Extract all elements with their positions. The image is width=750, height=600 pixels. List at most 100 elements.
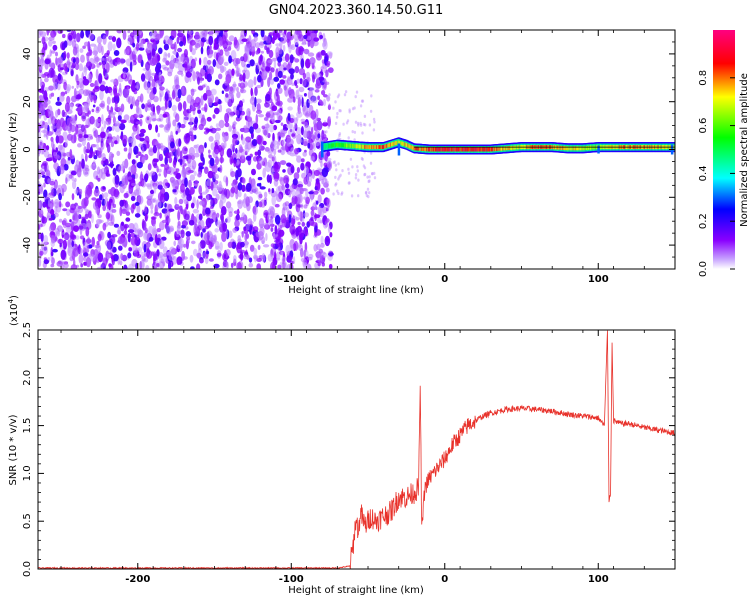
snr-multiplier: (x104) xyxy=(7,295,20,326)
noise-blob xyxy=(238,254,244,259)
noise-blob xyxy=(348,108,351,112)
noise-blob xyxy=(294,66,300,74)
noise-blob xyxy=(277,83,281,89)
noise-blob xyxy=(214,228,219,233)
noise-blob xyxy=(168,254,175,261)
noise-blob xyxy=(160,106,167,111)
noise-blob xyxy=(114,140,118,145)
noise-blob xyxy=(210,142,215,150)
noise-blob xyxy=(149,111,156,117)
noise-blob xyxy=(301,97,304,108)
noise-blob xyxy=(72,46,78,56)
noise-blob xyxy=(312,202,317,211)
noise-blob xyxy=(230,158,235,164)
noise-blob xyxy=(268,218,274,227)
noise-blob xyxy=(95,143,99,149)
noise-blob xyxy=(96,222,100,228)
noise-blob xyxy=(185,71,192,78)
noise-blob xyxy=(40,208,44,215)
noise-blob xyxy=(155,124,159,133)
noise-blob xyxy=(227,241,233,248)
noise-blob xyxy=(105,173,111,177)
noise-blob xyxy=(292,202,295,206)
noise-blob xyxy=(66,117,72,127)
noise-blob xyxy=(254,255,257,263)
noise-blob xyxy=(69,219,72,223)
noise-blob xyxy=(47,178,51,184)
noise-blob xyxy=(210,88,217,96)
noise-blob xyxy=(321,167,329,178)
noise-blob xyxy=(282,62,288,69)
noise-blob xyxy=(252,122,259,130)
noise-blob xyxy=(228,55,233,64)
snr-multiplier-base: (x10 xyxy=(9,303,20,326)
noise-blob xyxy=(187,169,194,174)
noise-blob xyxy=(139,128,146,134)
noise-blob xyxy=(242,254,249,260)
noise-blob xyxy=(54,212,59,218)
noise-blob xyxy=(88,244,93,249)
noise-blob xyxy=(71,30,74,36)
noise-blob xyxy=(259,186,266,190)
noise-blob xyxy=(298,138,303,143)
noise-blob xyxy=(228,125,232,132)
noise-blob xyxy=(233,210,240,214)
noise-blob xyxy=(296,126,302,135)
noise-blob xyxy=(221,206,227,216)
x-tick-label: 100 xyxy=(588,574,609,585)
noise-blob xyxy=(120,253,124,261)
noise-blob xyxy=(92,201,98,210)
noise-blob xyxy=(275,193,283,203)
noise-blob xyxy=(43,189,48,198)
noise-blob xyxy=(85,52,92,57)
noise-blob xyxy=(138,47,145,51)
noise-blob xyxy=(304,48,310,55)
noise-blob xyxy=(46,30,51,33)
noise-blob xyxy=(111,125,115,132)
noise-blob xyxy=(156,118,162,122)
noise-blob xyxy=(225,201,232,209)
noise-blob xyxy=(216,252,222,257)
noise-blob xyxy=(299,187,304,195)
noise-blob xyxy=(63,50,67,60)
noise-blob xyxy=(39,62,44,71)
noise-blob xyxy=(182,156,185,165)
noise-blob xyxy=(163,35,170,44)
noise-blob xyxy=(128,146,133,157)
noise-blob xyxy=(86,141,91,151)
noise-blob xyxy=(357,194,360,198)
noise-blob xyxy=(63,235,68,240)
noise-blob xyxy=(254,86,258,97)
noise-blob xyxy=(297,104,300,112)
noise-blob xyxy=(39,31,47,38)
noise-blob xyxy=(82,78,90,86)
noise-blob xyxy=(364,123,367,127)
signal-spike xyxy=(597,145,600,154)
noise-blob xyxy=(137,228,142,235)
noise-blob xyxy=(120,119,127,124)
noise-blob xyxy=(123,147,128,152)
noise-blob xyxy=(186,236,191,241)
noise-blob xyxy=(297,221,301,226)
noise-blob xyxy=(156,249,160,257)
noise-blob xyxy=(177,147,180,157)
noise-blob xyxy=(321,90,326,96)
noise-blob xyxy=(261,253,266,263)
noise-blob xyxy=(97,233,102,242)
noise-blob xyxy=(289,54,294,64)
noise-blob xyxy=(305,58,311,69)
noise-blob xyxy=(265,93,271,102)
noise-blob xyxy=(235,191,239,200)
noise-blob xyxy=(210,127,217,134)
noise-blob xyxy=(218,36,223,47)
noise-blob xyxy=(235,213,240,221)
noise-blob xyxy=(181,193,186,199)
noise-blob xyxy=(193,152,200,158)
noise-blob xyxy=(291,189,296,198)
noise-blob xyxy=(52,143,56,150)
noise-blob xyxy=(201,84,206,88)
noise-blob xyxy=(174,196,178,205)
noise-blob xyxy=(184,213,190,221)
noise-blob xyxy=(284,53,290,63)
